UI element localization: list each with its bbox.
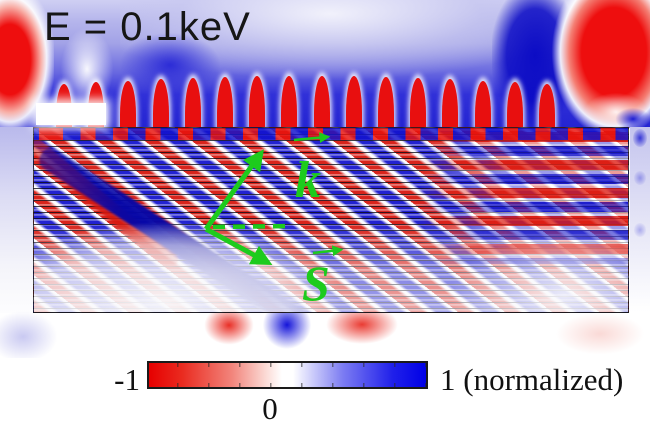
surface-wave-lobe [442, 79, 459, 128]
edge-blue-spot [634, 223, 646, 237]
wavefield-canvas: k S E = 0.1keV [0, 0, 650, 358]
attenuation-gradient [34, 128, 628, 312]
surface-wave-lobe [120, 80, 137, 128]
radiated-lobe-red [316, 307, 408, 357]
energy-title: E = 0.1keV [44, 5, 251, 49]
background-right [630, 127, 650, 358]
radiated-lobe-faint-blue [0, 311, 66, 358]
surface-wave-lobe [539, 84, 555, 128]
surface-wave-lobe [152, 79, 169, 128]
edge-blue-spot [633, 129, 647, 147]
surface-wave-lobe [410, 78, 427, 128]
surface-wave-lobe [184, 78, 201, 128]
surface-wave-lobe [345, 76, 362, 128]
source-block [36, 103, 106, 125]
surface-wave-lobe [506, 82, 523, 128]
surface-wave-lobe [378, 77, 394, 128]
surface-wave-lobe [474, 80, 491, 128]
vacuum-region [0, 0, 650, 128]
radiated-lobe-faint-pink [545, 313, 650, 358]
edge-blue-spot [634, 171, 646, 185]
surface-wave-lobe [281, 76, 298, 128]
substrate-region [0, 305, 650, 358]
radiated-lobe-red [196, 307, 262, 358]
colorbar-min-label: -1 [114, 362, 140, 397]
surface-interface-strip [34, 128, 628, 140]
surface-wave-lobe [249, 76, 266, 128]
colorbar-gradient [147, 361, 428, 389]
colorbar-zero-label: 0 [262, 391, 278, 426]
vacuum-blue-patch-right [614, 108, 650, 128]
colorbar-max-label: 1 (normalized) [440, 362, 624, 397]
surface-wave-lobe [217, 77, 233, 128]
superlattice-structure [33, 127, 629, 313]
radiated-lobe-blue [256, 305, 318, 358]
surface-wave-lobe [313, 76, 330, 128]
